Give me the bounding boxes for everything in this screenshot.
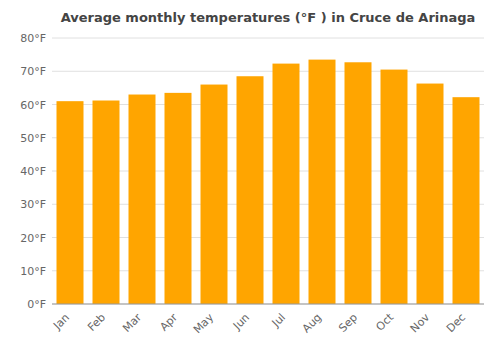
page-body: {"chart_data": {"type": "bar", "title": …: [0, 0, 500, 350]
bar: [93, 101, 120, 304]
x-tick-label: Oct: [373, 310, 396, 333]
x-tick-label: May: [191, 311, 217, 337]
grid-line: [52, 71, 484, 72]
bar: [129, 95, 156, 304]
x-tick-label: Nov: [408, 311, 433, 336]
chart-container: Average monthly temperatures (°F ) in Cr…: [0, 0, 500, 350]
chart-title: Average monthly temperatures (°F ) in Cr…: [61, 10, 476, 25]
y-tick-label: 40°F: [20, 165, 46, 178]
chart-svg: Average monthly temperatures (°F ) in Cr…: [0, 0, 500, 350]
grid-line: [52, 304, 484, 305]
bar: [345, 62, 372, 304]
x-tick-label: Jan: [50, 311, 72, 333]
x-tick-label: Sep: [336, 311, 360, 335]
y-tick-label: 0°F: [27, 298, 46, 311]
page: Chart html, body { margin: 0; padding: 0…: [0, 0, 500, 350]
x-axis: Jan Feb Mar Apr May Jun Jul Aug Sep Oct Nov Dec: [50, 310, 468, 336]
x-tick-label: Mar: [120, 311, 144, 335]
x-tick-label: Aug: [300, 311, 324, 335]
y-tick-label: 10°F: [20, 265, 46, 278]
y-tick-label: 30°F: [20, 198, 46, 211]
bar: [57, 101, 84, 304]
grid-line: [52, 38, 484, 39]
bar: [417, 84, 444, 304]
bar: [201, 85, 228, 304]
x-tick-label: Apr: [157, 311, 180, 334]
bar: [309, 60, 336, 304]
bar: [237, 76, 264, 304]
y-tick-label: 50°F: [20, 132, 46, 145]
bar: [453, 97, 480, 304]
bar: [273, 64, 300, 304]
x-tick-label: Jun: [230, 311, 252, 333]
x-tick-label: Jul: [269, 311, 288, 330]
y-tick-label: 70°F: [20, 65, 46, 78]
y-axis: 0°F 10°F 20°F 30°F 40°F 50°F 60°F 70°F 80°F: [20, 32, 46, 311]
y-tick-label: 60°F: [20, 99, 46, 112]
bar: [381, 70, 408, 304]
bars: [57, 60, 480, 304]
x-axis-line: [52, 304, 484, 305]
x-tick-label: Feb: [85, 311, 108, 334]
y-tick-label: 80°F: [20, 32, 46, 45]
bar: [165, 93, 192, 304]
x-tick-label: Dec: [444, 311, 468, 335]
y-tick-label: 20°F: [20, 232, 46, 245]
grid: [52, 38, 484, 304]
